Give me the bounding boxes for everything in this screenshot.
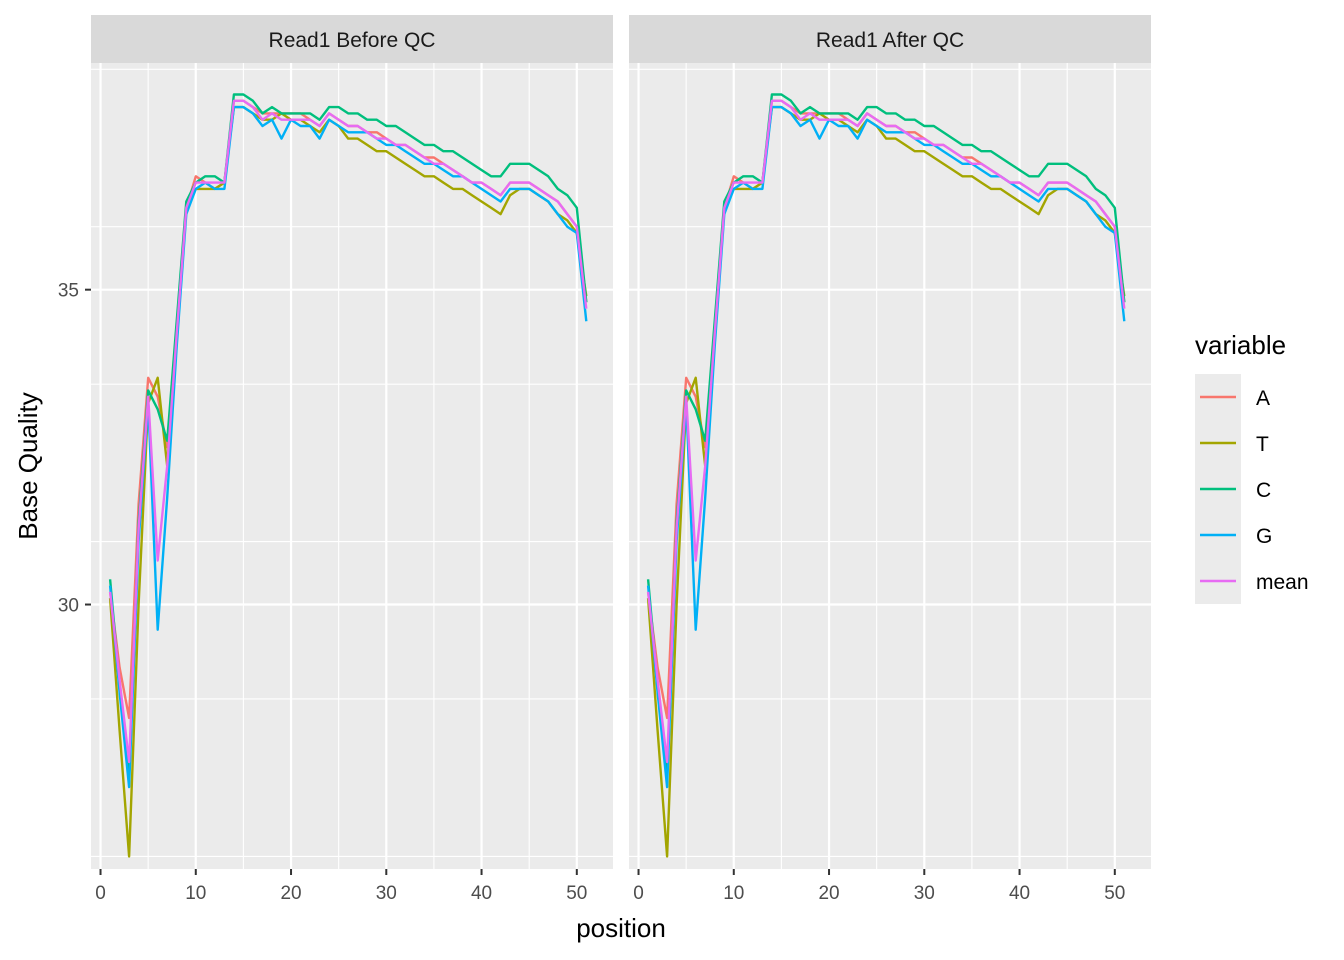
x-tick-label: 50 xyxy=(566,883,587,904)
legend-label-C: C xyxy=(1256,479,1271,502)
panel-background xyxy=(91,63,613,869)
y-tick-label: 35 xyxy=(58,281,79,302)
x-tick-label: 20 xyxy=(280,883,301,904)
y-axis-title: Base Quality xyxy=(13,392,43,539)
series-line-G xyxy=(108,105,588,789)
series-line-mean xyxy=(646,99,1126,764)
legend-label-A: A xyxy=(1256,387,1270,410)
x-tick-label: 0 xyxy=(95,883,106,904)
panel-x-axis: 0 10 20 30 40 50 xyxy=(633,869,1125,904)
x-tick-label: 10 xyxy=(723,883,744,904)
panel-x-axis: 0 10 20 30 40 50 xyxy=(95,869,587,904)
panel-strip-title: Read1 Before QC xyxy=(269,29,436,52)
x-tick-label: 30 xyxy=(914,883,935,904)
x-tick-label: 40 xyxy=(1009,883,1030,904)
x-tick-label: 30 xyxy=(376,883,397,904)
x-tick-label: 20 xyxy=(818,883,839,904)
panel-grid xyxy=(629,63,1151,869)
x-axis-title: position xyxy=(576,913,666,943)
panel-before-qc: Read1 Before QC 0 10 20 30 40 50 xyxy=(91,15,613,904)
x-tick-label: 50 xyxy=(1104,883,1125,904)
panel-after-qc: Read1 After QC 0 10 20 30 40 50 xyxy=(629,15,1151,904)
legend-label-T: T xyxy=(1256,433,1269,456)
y-tick-label: 30 xyxy=(58,596,79,617)
panel-strip xyxy=(629,15,1151,63)
legend-title: variable xyxy=(1195,330,1286,360)
x-tick-label: 40 xyxy=(471,883,492,904)
series-line-C xyxy=(646,93,1126,776)
legend-label-G: G xyxy=(1256,525,1272,548)
series-line-C xyxy=(108,93,588,776)
panel-strip xyxy=(91,15,613,63)
series-line-G xyxy=(646,105,1126,789)
panel-series-lines xyxy=(108,93,588,858)
panel-series-lines xyxy=(646,93,1126,858)
panel-grid xyxy=(91,63,613,869)
x-tick-label: 0 xyxy=(633,883,644,904)
y-axis: 30 35 xyxy=(58,281,91,617)
panel-background xyxy=(629,63,1151,869)
panel-strip-title: Read1 After QC xyxy=(816,29,964,52)
series-line-mean xyxy=(108,99,588,764)
legend-label-mean: mean xyxy=(1256,571,1309,594)
x-tick-label: 10 xyxy=(185,883,206,904)
